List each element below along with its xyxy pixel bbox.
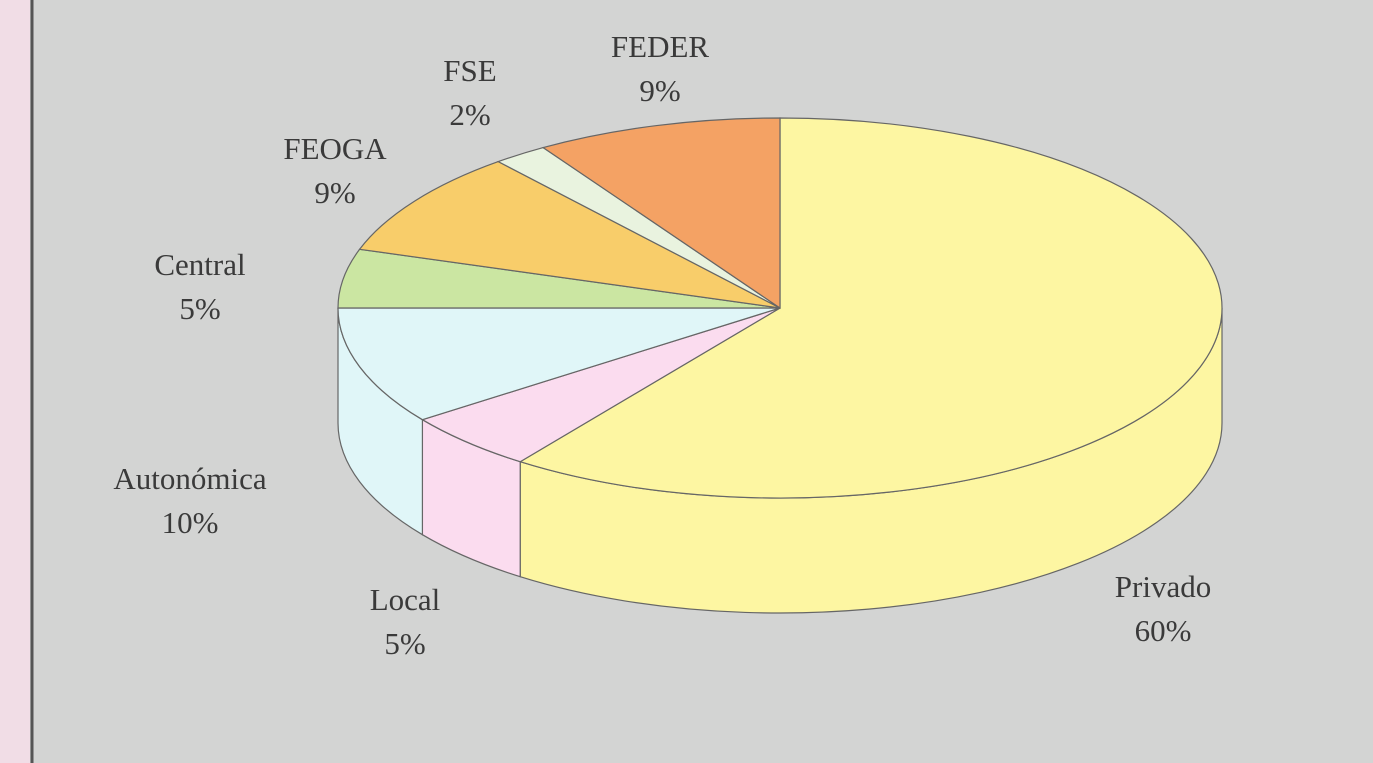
slice-value-label: 9%	[314, 175, 355, 210]
pie-slice	[337, 307, 781, 421]
pie-slice	[518, 117, 1223, 499]
slice-label: Autonómica	[113, 461, 266, 496]
slice-value-label: 9%	[639, 73, 680, 108]
slice-value-label: 10%	[162, 505, 219, 540]
slice-label: FEDER	[611, 29, 710, 64]
slice-label: Local	[370, 582, 441, 617]
left-strip	[0, 0, 30, 763]
pie-slice	[358, 160, 781, 309]
slice-value-label: 2%	[449, 97, 490, 132]
slice-value-label: 60%	[1135, 613, 1192, 648]
slice-label: Central	[154, 247, 245, 282]
pie-slice	[541, 117, 781, 310]
slice-label: FEOGA	[283, 131, 387, 166]
slice-value-label: 5%	[384, 626, 425, 661]
slice-label: Privado	[1115, 569, 1211, 604]
slice-value-label: 5%	[179, 291, 220, 326]
slice-label: FSE	[443, 53, 496, 88]
